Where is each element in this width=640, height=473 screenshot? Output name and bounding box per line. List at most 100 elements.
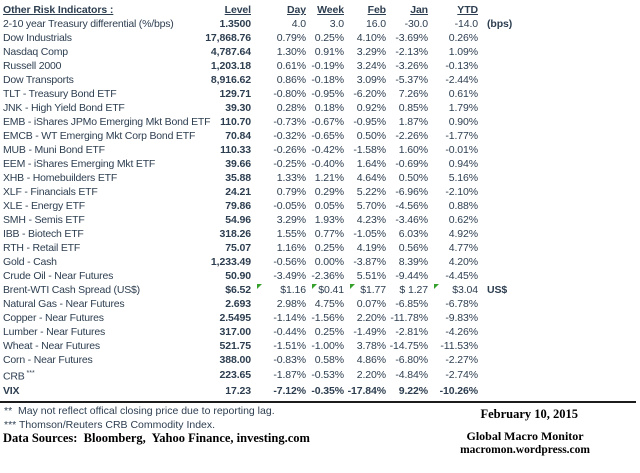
cell-ytd: 4.20% [448, 256, 478, 268]
brand-block: Global Macro Monitor macromon.wordpress.… [460, 429, 590, 456]
cell-day: -1.14% [273, 312, 306, 324]
cell-level: 110.33 [220, 144, 251, 156]
cell-week: 1.93% [314, 214, 344, 226]
cell-jan: -4.84% [395, 369, 428, 382]
table-row: Dow Industrials 17,868.76 0.79% 0.25% 4.10% -… [3, 31, 540, 45]
cell-jan: 8.39% [398, 256, 428, 268]
cell-ytd: 0.61% [448, 88, 478, 100]
cell-unit: US$ [487, 284, 508, 296]
cell-feb: 3.24% [356, 60, 386, 72]
cell-day: 1.16% [276, 242, 306, 254]
cell-ytd: 0.62% [448, 214, 478, 226]
cell-jan: -30.0 [404, 18, 429, 30]
cell-level: 79.86 [225, 200, 251, 212]
cell-level: 521.75 [219, 340, 251, 352]
table-row: Dow Transports 8,916.62 0.86% -0.18% 3.09% -5… [3, 73, 540, 87]
cell-day: 3.29% [276, 214, 306, 226]
cell-day: -0.25% [273, 158, 306, 170]
comment-flag-icon [257, 284, 262, 289]
cell-jan: 0.50% [398, 172, 428, 184]
cell-unit [478, 143, 540, 157]
cell-feb: 4.10% [356, 32, 386, 44]
cell-feb: 3.78% [356, 340, 386, 352]
column-header-ytd: YTD [457, 4, 478, 16]
cell-week: -0.95% [311, 88, 344, 100]
cell-unit [478, 367, 540, 384]
footnote-crb-index: *** Thomson/Reuters CRB Commodity Index. [4, 419, 216, 431]
cell-week: -1.56% [311, 312, 344, 324]
cell-week: -0.35% [311, 384, 344, 397]
cell-day: -0.44% [273, 326, 306, 338]
cell-day: -0.73% [273, 116, 306, 128]
cell-ytd: -0.13% [445, 60, 478, 72]
cell-level: 129.71 [219, 88, 251, 100]
table-row: Brent-WTI Cash Spread (US$) $6.52 $1.16 $0.… [3, 283, 540, 297]
cell-unit [478, 339, 540, 353]
row-label: Dow Industrials [3, 32, 72, 44]
cell-week: -0.40% [311, 158, 344, 170]
cell-ytd: -4.45% [445, 270, 478, 282]
cell-feb: -0.95% [353, 116, 386, 128]
cell-unit [478, 115, 540, 129]
row-label: Russell 2000 [3, 60, 62, 72]
cell-unit [478, 227, 540, 241]
cell-feb: 3.29% [356, 46, 386, 58]
table-row: SMH - Semis ETF 54.96 3.29% 1.93% 4.23% -3.46… [3, 213, 540, 227]
table-row: Corn - Near Futures 388.00 -0.83% 0.58% 4.86… [3, 353, 540, 367]
cell-ytd: 1.79% [448, 102, 478, 114]
row-label: JNK - High Yield Bond ETF [3, 102, 125, 114]
cell-ytd: -2.44% [445, 74, 478, 86]
table-row: VIX 17.23 -7.12% -0.35% -17.84% 9.22% -10.26% [3, 384, 540, 398]
column-header-week: Week [317, 4, 344, 16]
cell-level: 388.00 [219, 354, 251, 366]
cell-day: 0.61% [276, 60, 306, 72]
cell-ytd: -1.77% [445, 130, 478, 142]
risk-indicators-table: Other Risk Indicators : Level Day Week F… [3, 3, 540, 398]
cell-feb: 0.07% [356, 298, 386, 310]
cell-level: 2.5495 [219, 312, 251, 324]
cell-ytd: 5.16% [448, 172, 478, 184]
cell-jan: -2.81% [395, 326, 428, 338]
cell-level: 2.693 [225, 298, 251, 310]
column-header-level: Level [224, 4, 251, 16]
cell-feb: -6.20% [353, 88, 386, 100]
row-label: Lumber - Near Futures [3, 326, 106, 338]
cell-feb: 4.86% [356, 354, 386, 366]
cell-level: 39.30 [225, 102, 251, 114]
cell-feb: 2.20% [356, 312, 386, 324]
row-label: TLT - Treasury Bond ETF [3, 88, 117, 100]
row-label: Copper - Near Futures [3, 312, 104, 324]
data-sources: Data Sources: Bloomberg, Yahoo Finance, … [3, 431, 310, 445]
row-label: Natural Gas - Near Futures [3, 298, 125, 310]
cell-week: 3.0 [329, 18, 344, 30]
cell-jan: -3.46% [395, 214, 428, 226]
cell-week: 0.77% [314, 228, 344, 240]
cell-unit [478, 353, 540, 367]
cell-day: 1.30% [276, 46, 306, 58]
cell-level: 17.23 [225, 384, 251, 397]
cell-unit [478, 31, 540, 45]
table-row: Nasdaq Comp 4,787.64 1.30% 0.91% 3.29% -2.13%… [3, 45, 540, 59]
cell-day: -1.87% [273, 369, 306, 382]
cell-jan: -5.37% [395, 74, 428, 86]
cell-day: -0.05% [273, 200, 306, 212]
table-row: Lumber - Near Futures 317.00 -0.44% 0.25% -1… [3, 325, 540, 339]
cell-ytd: -9.83% [445, 312, 478, 324]
table-header-row: Other Risk Indicators : Level Day Week F… [3, 3, 540, 17]
table-row: Russell 2000 1,203.18 0.61% -0.19% 3.24% -3.2… [3, 59, 540, 73]
table-row: Gold - Cash 1,233.49 -0.56% 0.00% -3.87% 8.39… [3, 255, 540, 269]
table-row: Crude Oil - Near Futures 50.90 -3.49% -2.36… [3, 269, 540, 283]
row-label: 2-10 year Treasury differential (%/bps) [3, 18, 174, 30]
cell-level: 317.00 [219, 326, 251, 338]
cell-level: 318.26 [219, 228, 251, 240]
cell-unit [478, 171, 540, 185]
cell-unit [478, 269, 540, 283]
cell-ytd: -2.10% [445, 186, 478, 198]
cell-unit [478, 213, 540, 227]
cell-ytd: 1.09% [448, 46, 478, 58]
cell-day: 0.28% [276, 102, 306, 114]
cell-level: 8,916.62 [210, 74, 251, 86]
cell-feb: $1.77 [344, 283, 386, 297]
cell-level: 50.90 [225, 270, 251, 282]
row-label: Corn - Near Futures [3, 354, 93, 366]
